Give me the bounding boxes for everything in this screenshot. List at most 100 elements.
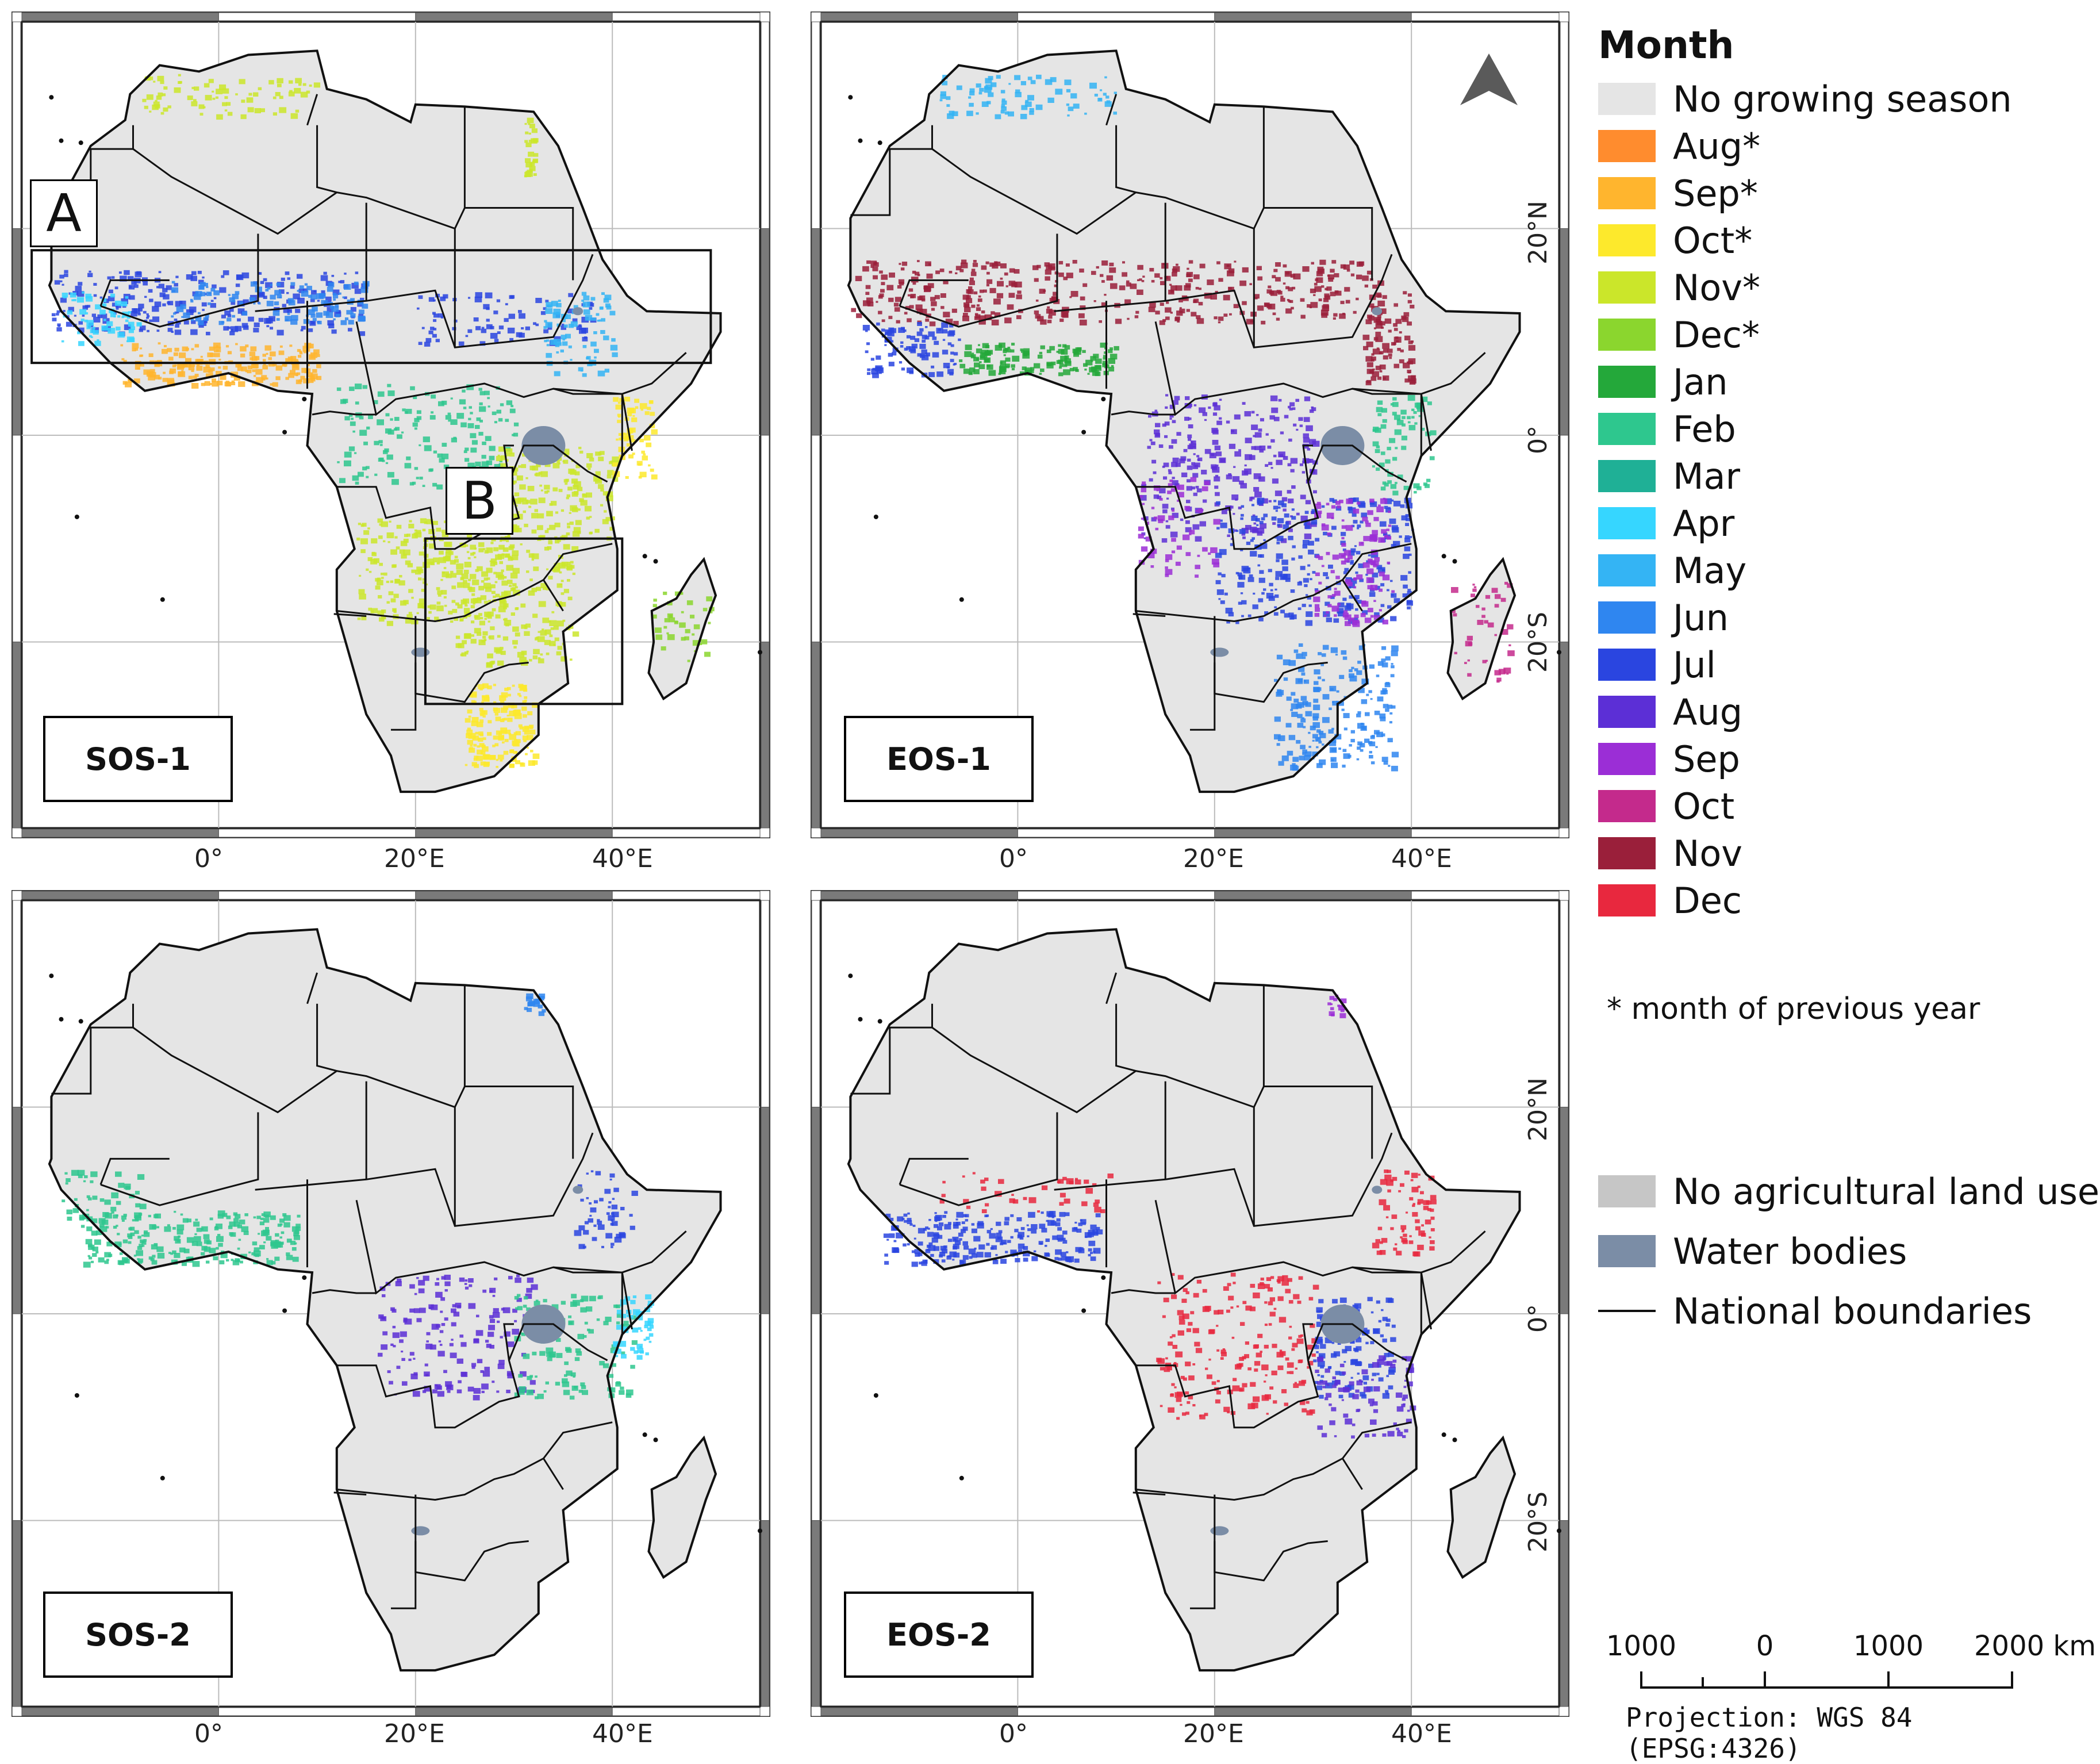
season-pixel: [589, 458, 594, 462]
season-pixel: [487, 685, 492, 689]
season-pixel: [1268, 462, 1272, 465]
frame-segment-right: [761, 22, 769, 228]
water-body: [1210, 647, 1228, 657]
season-pixel: [236, 275, 242, 279]
season-pixel: [1380, 521, 1387, 527]
season-pixel: [228, 294, 231, 296]
season-pixel: [974, 1248, 977, 1249]
season-pixel: [1329, 708, 1332, 711]
season-pixel: [971, 354, 976, 358]
season-pixel: [470, 412, 473, 414]
season-pixel: [1377, 401, 1383, 405]
season-pixel: [1260, 554, 1264, 558]
season-pixel: [433, 328, 437, 331]
season-pixel: [1378, 661, 1384, 666]
water-body: [411, 647, 429, 657]
season-pixel: [1110, 283, 1118, 289]
season-pixel: [464, 1283, 467, 1285]
season-pixel: [355, 482, 359, 485]
season-pixel: [986, 272, 990, 275]
season-pixel: [275, 376, 280, 380]
season-pixel: [647, 407, 651, 411]
season-pixel: [959, 1238, 962, 1240]
season-pixel: [1296, 653, 1303, 659]
season-pixel: [391, 565, 396, 568]
frame-segment-right: [761, 228, 769, 435]
season-pixel: [450, 560, 456, 565]
season-pixel: [221, 315, 226, 319]
season-pixel: [144, 1232, 149, 1237]
frame-segment-left: [13, 435, 21, 642]
season-pixel: [1266, 593, 1273, 599]
season-pixel: [612, 1198, 615, 1200]
season-pixel: [439, 557, 446, 563]
season-pixel: [1291, 469, 1295, 473]
season-pixel: [439, 458, 445, 462]
season-pixel: [1295, 399, 1299, 402]
season-pixel: [490, 626, 494, 630]
season-pixel: [965, 1214, 969, 1218]
season-pixel: [1265, 464, 1268, 467]
season-pixel: [387, 455, 393, 460]
season-pixel: [90, 1171, 97, 1177]
season-pixel: [503, 636, 508, 641]
season-pixel: [1093, 1248, 1101, 1253]
season-pixel: [383, 573, 387, 576]
season-pixel: [115, 1172, 122, 1177]
season-pixel: [1474, 586, 1476, 589]
season-pixel: [523, 714, 527, 718]
season-pixel: [359, 309, 364, 314]
season-pixel: [571, 478, 578, 484]
season-pixel: [518, 1374, 523, 1378]
season-pixel: [190, 300, 193, 302]
season-pixel: [589, 1215, 592, 1217]
season-pixel: [972, 269, 976, 271]
season-pixel: [251, 282, 257, 287]
season-pixel: [152, 316, 159, 322]
season-pixel: [1407, 607, 1411, 609]
season-pixel: [1231, 429, 1237, 434]
season-pixel: [481, 580, 485, 582]
season-pixel: [1430, 456, 1435, 460]
season-pixel: [1011, 350, 1015, 353]
season-pixel: [191, 383, 198, 389]
season-pixel: [928, 1245, 936, 1251]
season-pixel: [1229, 313, 1232, 316]
season-pixel: [1330, 688, 1334, 691]
season-pixel: [524, 524, 528, 527]
season-pixel: [446, 1385, 453, 1390]
season-pixel: [925, 1260, 927, 1261]
season-pixel: [178, 81, 181, 84]
season-pixel: [1396, 340, 1399, 343]
season-pixel: [995, 1254, 997, 1256]
season-pixel: [1148, 415, 1151, 418]
season-pixel: [354, 452, 356, 454]
season-pixel: [912, 271, 916, 274]
season-pixel: [67, 1210, 73, 1214]
season-pixel: [1255, 297, 1258, 300]
season-pixel: [387, 601, 390, 604]
season-pixel: [583, 345, 587, 348]
season-pixel: [247, 370, 252, 373]
season-pixel: [463, 407, 467, 409]
season-pixel: [1306, 711, 1312, 716]
season-pixel: [556, 351, 559, 354]
season-pixel: [1263, 513, 1268, 517]
season-pixel: [1242, 267, 1249, 273]
season-pixel: [1391, 651, 1398, 657]
season-pixel: [589, 1296, 596, 1302]
season-pixel: [423, 436, 430, 442]
season-pixel: [102, 1220, 109, 1225]
season-pixel: [147, 330, 149, 332]
frame-segment-bottom: [1215, 1708, 1411, 1716]
season-pixel: [1000, 1243, 1003, 1245]
season-pixel: [1283, 574, 1291, 580]
season-pixel: [1274, 606, 1277, 608]
season-pixel: [518, 310, 522, 313]
season-pixel: [1187, 435, 1192, 438]
season-pixel: [986, 262, 989, 264]
season-pixel: [1385, 656, 1391, 660]
season-pixel: [985, 1252, 992, 1257]
season-pixel: [1321, 285, 1324, 287]
season-pixel: [297, 274, 302, 279]
